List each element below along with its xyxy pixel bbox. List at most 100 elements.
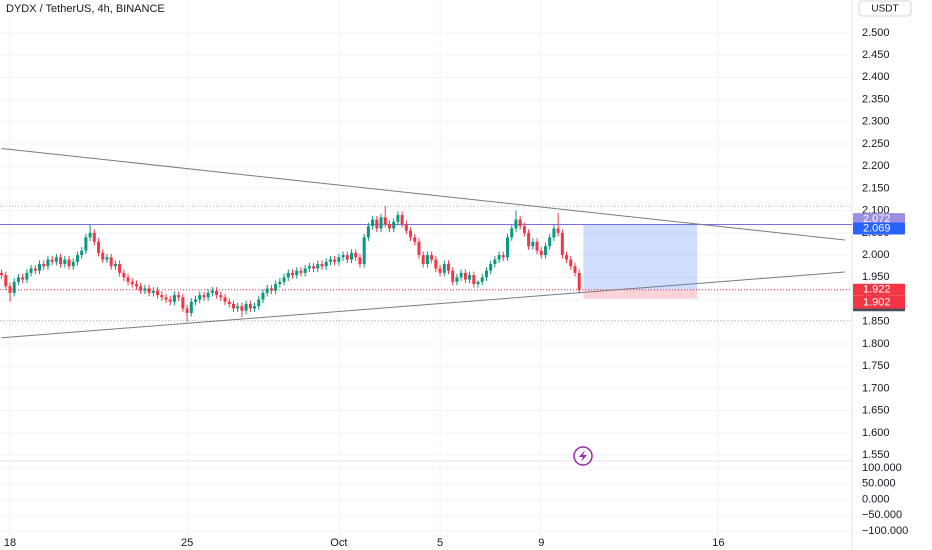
price-label: 2.069 bbox=[863, 222, 891, 234]
candle-body bbox=[446, 264, 450, 271]
candle-body bbox=[244, 304, 248, 311]
candle-body bbox=[227, 301, 231, 304]
price-label-box bbox=[853, 296, 905, 309]
y2-tick-label: 0.000 bbox=[862, 493, 890, 505]
candle-body bbox=[8, 286, 12, 293]
candle-body bbox=[215, 290, 219, 296]
candle-body bbox=[409, 230, 413, 238]
candle-body bbox=[497, 255, 501, 260]
candle-body bbox=[202, 295, 206, 298]
candle-body bbox=[417, 241, 421, 256]
candle-body bbox=[366, 226, 370, 238]
candle-body bbox=[480, 277, 484, 282]
x-tick-label: 18 bbox=[4, 537, 16, 549]
position-target-zone bbox=[583, 224, 698, 290]
candle-body bbox=[472, 275, 476, 284]
candle-body bbox=[0, 272, 4, 276]
candle-body bbox=[375, 219, 379, 229]
candle-body bbox=[181, 297, 185, 309]
y-tick-label: 2.500 bbox=[862, 27, 890, 39]
y2-tick-label: 50.000 bbox=[862, 478, 896, 490]
candle-body bbox=[324, 261, 328, 267]
y-tick-label: 1.950 bbox=[862, 271, 890, 283]
candle-body bbox=[387, 224, 391, 229]
x-tick-label: 16 bbox=[712, 537, 724, 549]
candle-body bbox=[84, 237, 88, 251]
y-tick-label: 2.000 bbox=[862, 249, 890, 261]
grid bbox=[0, 0, 852, 537]
trend-line bbox=[1, 147, 845, 241]
candle-body bbox=[210, 290, 214, 293]
y-tick-label: 1.650 bbox=[862, 405, 890, 417]
price-label: 2.072 bbox=[863, 213, 891, 225]
position-stop-zone bbox=[583, 289, 698, 299]
candle-body bbox=[463, 272, 467, 280]
candle-body bbox=[442, 264, 446, 273]
y-tick-label: 2.350 bbox=[862, 93, 890, 105]
icon-bolt[interactable] bbox=[579, 450, 587, 462]
candle-body bbox=[168, 299, 172, 302]
y-tick-label: 2.400 bbox=[862, 71, 890, 83]
candle-body bbox=[548, 237, 552, 247]
candle-body bbox=[231, 304, 235, 309]
y-tick-label: 1.550 bbox=[862, 449, 890, 461]
candle-body bbox=[223, 297, 227, 302]
candle-body bbox=[506, 237, 510, 258]
candle-body bbox=[269, 288, 273, 291]
candle-body bbox=[379, 217, 383, 229]
candle-body bbox=[156, 290, 160, 296]
candle-body bbox=[493, 259, 497, 264]
candle-body bbox=[139, 286, 143, 291]
candle-body bbox=[484, 270, 488, 278]
price-label-box bbox=[853, 283, 905, 296]
candle-body bbox=[46, 259, 50, 267]
candle-body bbox=[577, 272, 581, 290]
currency-label[interactable]: USDT bbox=[871, 4, 898, 15]
candle-body bbox=[38, 264, 42, 271]
price-label: 1.922 bbox=[863, 284, 891, 296]
candle-body bbox=[101, 252, 105, 260]
candle-body bbox=[67, 259, 71, 267]
candle-body bbox=[514, 219, 518, 229]
candle-body bbox=[299, 270, 303, 273]
candle-body bbox=[80, 250, 84, 256]
candle-body bbox=[261, 292, 265, 300]
candle-body bbox=[430, 255, 434, 260]
candle-body bbox=[341, 255, 345, 258]
candle-body bbox=[350, 252, 354, 260]
candle-body bbox=[543, 246, 547, 256]
candle-body bbox=[109, 257, 113, 267]
candle-body bbox=[312, 266, 316, 269]
price-label-box bbox=[853, 213, 905, 226]
candle-body bbox=[455, 277, 459, 282]
candle-body bbox=[63, 259, 67, 264]
candle-body bbox=[177, 295, 181, 298]
candle-body bbox=[21, 277, 25, 280]
candle-body bbox=[489, 264, 493, 271]
candle-body bbox=[425, 255, 429, 264]
candle-body bbox=[75, 255, 79, 262]
candle-body bbox=[345, 255, 349, 260]
y-tick-label: 1.700 bbox=[862, 382, 890, 394]
lightning-icon[interactable] bbox=[573, 446, 593, 466]
candle-body bbox=[552, 228, 556, 238]
candle-body bbox=[307, 266, 311, 269]
axis: 2.500 2.450 2.400 2.350 2.300 2.250 2.200 2.150… bbox=[4, 27, 908, 549]
candle-body bbox=[434, 259, 438, 269]
candles bbox=[0, 206, 581, 322]
candle-body bbox=[248, 304, 252, 309]
y-tick-label: 2.300 bbox=[862, 116, 890, 128]
currency-box[interactable] bbox=[858, 0, 912, 17]
candle-body bbox=[253, 306, 257, 309]
y-tick-label: 1.800 bbox=[862, 338, 890, 350]
drawings bbox=[0, 147, 852, 339]
candle-body bbox=[383, 217, 387, 224]
candle-body bbox=[33, 268, 37, 271]
candle-body bbox=[257, 299, 261, 307]
candle-body bbox=[71, 261, 75, 267]
candle-body bbox=[282, 277, 286, 282]
trend-line bbox=[1, 271, 845, 339]
candle-body bbox=[278, 281, 282, 284]
candle-body bbox=[240, 306, 244, 311]
